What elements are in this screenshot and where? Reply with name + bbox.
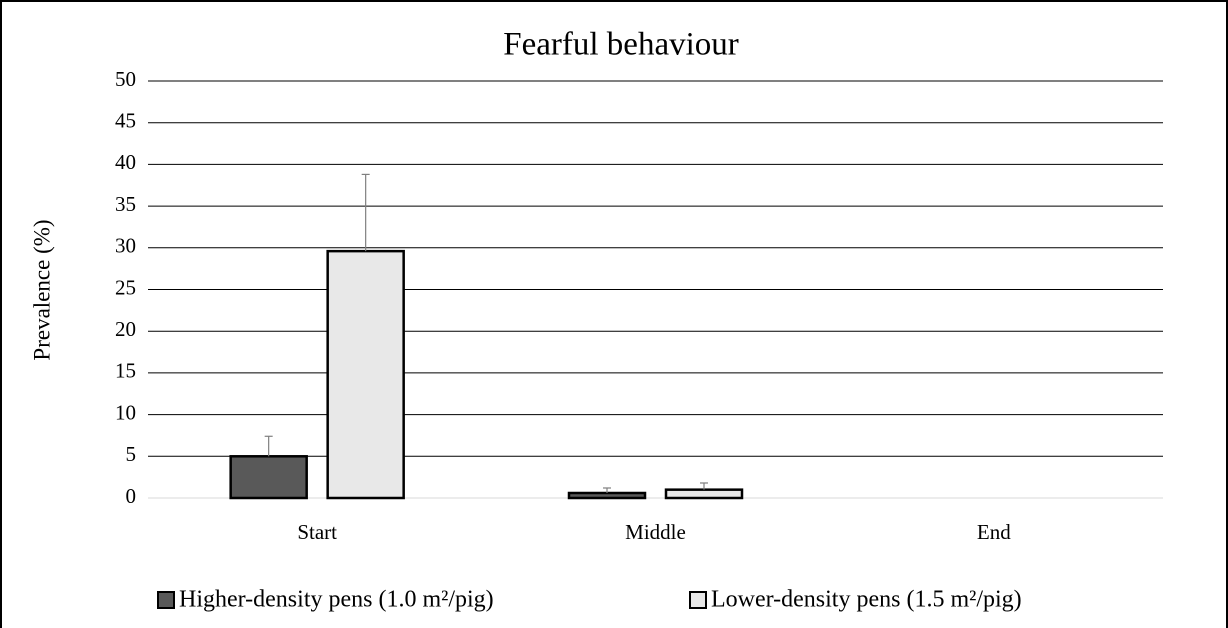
error-bar (603, 487, 611, 493)
legend-swatch (689, 591, 707, 609)
y-tick-label: 30 (115, 234, 136, 258)
bar (326, 249, 405, 500)
bar (229, 455, 308, 500)
bar (567, 491, 647, 500)
y-tick-label: 5 (126, 442, 137, 466)
y-tick-label: 10 (115, 400, 136, 424)
error-bar (361, 173, 370, 252)
legend-swatch (157, 591, 175, 609)
bar (664, 488, 744, 500)
y-tick-label: 15 (115, 359, 136, 383)
y-tick-label: 0 (126, 484, 137, 508)
x-tick-label: Start (297, 520, 337, 544)
y-tick-label: 45 (115, 109, 136, 133)
chart-title: Fearful behaviour (503, 27, 739, 63)
error-bar (700, 482, 708, 490)
legend-label: Lower-density pens (1.5 m²/pig) (711, 587, 1022, 613)
legend-label: Higher-density pens (1.0 m²/pig) (179, 587, 494, 613)
y-tick-label: 50 (115, 67, 136, 91)
x-tick-label: Middle (625, 520, 686, 544)
y-tick-label: 35 (115, 192, 136, 216)
y-axis-label: Prevalence (%) (29, 219, 54, 360)
y-tick-label: 40 (115, 150, 136, 174)
y-tick-label: 25 (115, 275, 136, 299)
x-tick-label: End (977, 520, 1011, 544)
error-bar (264, 435, 273, 457)
y-tick-label: 20 (115, 317, 136, 341)
